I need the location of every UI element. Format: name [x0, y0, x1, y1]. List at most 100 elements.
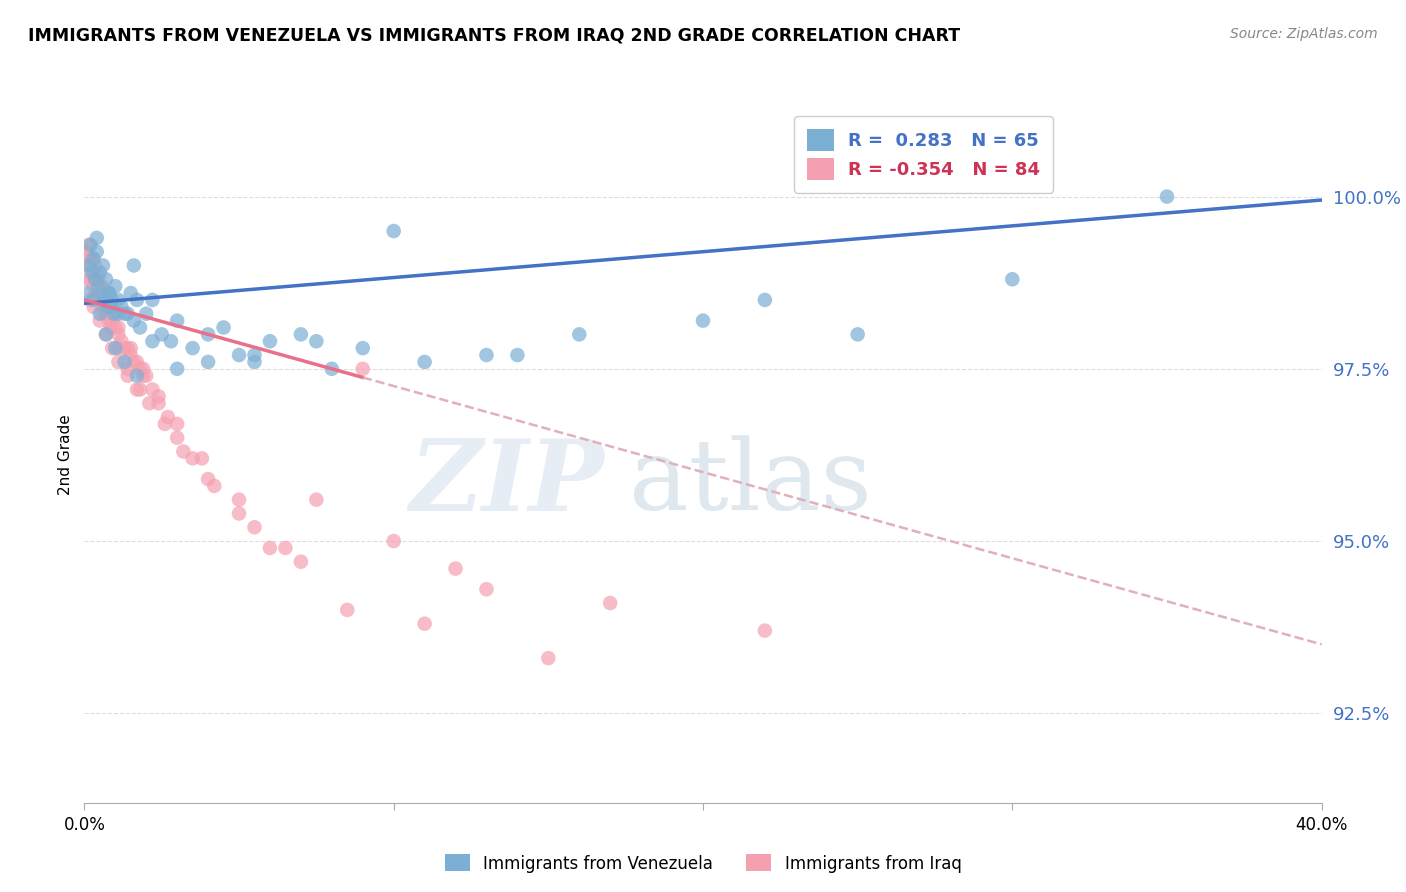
Point — [243, 348, 266, 362]
Point — [120, 341, 142, 355]
Point — [692, 313, 714, 327]
Point — [94, 272, 117, 286]
Point — [103, 307, 125, 321]
Point — [1001, 272, 1024, 286]
Point — [104, 320, 127, 334]
Point — [228, 507, 250, 521]
Point — [125, 383, 148, 397]
Point — [212, 320, 235, 334]
Point — [122, 355, 145, 369]
Point — [122, 313, 145, 327]
Text: 40.0%: 40.0% — [1295, 816, 1348, 834]
Point — [110, 300, 132, 314]
Point — [754, 293, 776, 307]
Point — [125, 293, 148, 307]
Point — [79, 237, 101, 252]
Text: IMMIGRANTS FROM VENEZUELA VS IMMIGRANTS FROM IRAQ 2ND GRADE CORRELATION CHART: IMMIGRANTS FROM VENEZUELA VS IMMIGRANTS … — [28, 27, 960, 45]
Point — [84, 259, 107, 273]
Text: atlas: atlas — [628, 435, 872, 531]
Point — [141, 293, 163, 307]
Point — [83, 279, 105, 293]
Point — [352, 341, 374, 355]
Point — [76, 259, 98, 273]
Text: 0.0%: 0.0% — [63, 816, 105, 834]
Point — [90, 279, 112, 293]
Point — [135, 368, 157, 383]
Point — [129, 361, 152, 376]
Point — [107, 293, 129, 307]
Point — [290, 327, 312, 342]
Point — [138, 396, 160, 410]
Point — [352, 361, 374, 376]
Point — [98, 300, 121, 314]
Point — [117, 341, 139, 355]
Point — [98, 286, 121, 301]
Point — [77, 259, 100, 273]
Point — [77, 237, 100, 252]
Point — [125, 355, 148, 369]
Point — [100, 300, 122, 314]
Point — [148, 389, 170, 403]
Point — [191, 451, 214, 466]
Point — [93, 286, 115, 301]
Point — [83, 300, 105, 314]
Point — [100, 320, 122, 334]
Point — [129, 383, 152, 397]
Point — [117, 307, 139, 321]
Point — [76, 244, 98, 259]
Point — [86, 231, 108, 245]
Point — [114, 307, 136, 321]
Point — [153, 417, 176, 431]
Point — [86, 244, 108, 259]
Point — [148, 396, 170, 410]
Point — [132, 361, 155, 376]
Point — [87, 286, 110, 301]
Point — [87, 279, 110, 293]
Point — [76, 286, 98, 301]
Point — [181, 341, 204, 355]
Point — [86, 286, 108, 301]
Point — [475, 582, 498, 597]
Point — [101, 293, 124, 307]
Point — [243, 355, 266, 369]
Text: Source: ZipAtlas.com: Source: ZipAtlas.com — [1230, 27, 1378, 41]
Point — [537, 651, 560, 665]
Point — [76, 272, 98, 286]
Point — [104, 341, 127, 355]
Point — [96, 293, 118, 307]
Point — [382, 534, 405, 549]
Point — [132, 368, 155, 383]
Point — [114, 341, 136, 355]
Point — [94, 307, 117, 321]
Point — [475, 348, 498, 362]
Point — [79, 259, 101, 273]
Point — [166, 417, 188, 431]
Point — [101, 341, 124, 355]
Point — [89, 313, 111, 327]
Point — [83, 272, 105, 286]
Point — [290, 555, 312, 569]
Point — [135, 307, 157, 321]
Point — [846, 327, 869, 342]
Point — [413, 616, 436, 631]
Point — [107, 307, 129, 321]
Point — [444, 561, 467, 575]
Point — [321, 361, 343, 376]
Point — [96, 300, 118, 314]
Point — [75, 244, 97, 259]
Point — [94, 327, 117, 342]
Point — [243, 520, 266, 534]
Point — [104, 279, 127, 293]
Point — [94, 327, 117, 342]
Point — [83, 252, 105, 266]
Point — [90, 279, 112, 293]
Point — [274, 541, 297, 555]
Point — [197, 327, 219, 342]
Point — [98, 313, 121, 327]
Point — [107, 355, 129, 369]
Point — [568, 327, 591, 342]
Point — [150, 327, 173, 342]
Point — [228, 492, 250, 507]
Point — [259, 541, 281, 555]
Point — [91, 300, 114, 314]
